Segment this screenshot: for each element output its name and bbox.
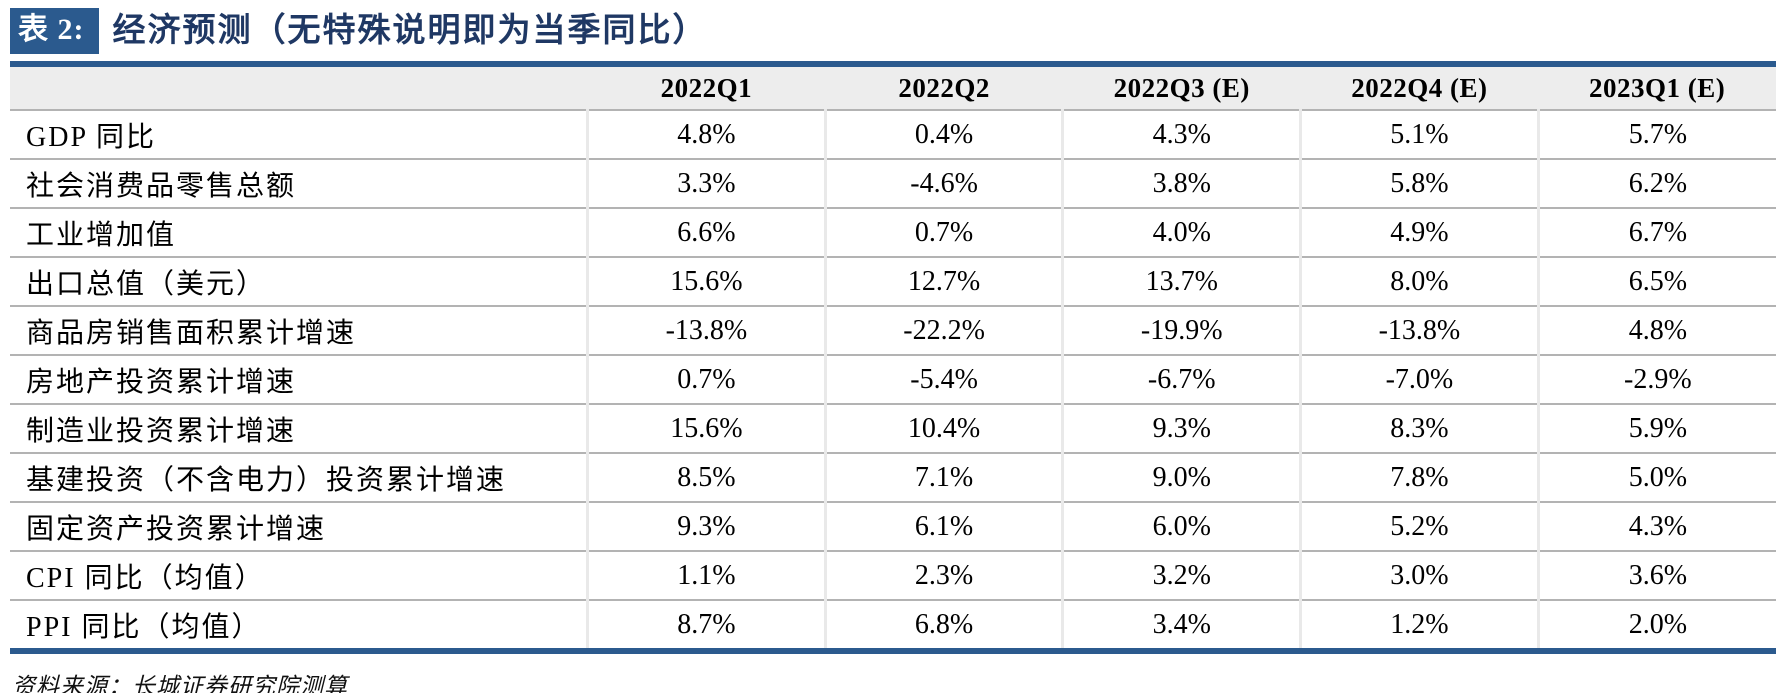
table-row: 房地产投资累计增速 0.7% -5.4% -6.7% -7.0% -2.9% — [10, 354, 1776, 404]
table-title-row: 表 2: 经济预测（无特殊说明即为当季同比） — [10, 8, 1776, 54]
value-cell: 10.4% — [823, 403, 1063, 453]
value-cell: -19.9% — [1061, 305, 1301, 355]
row-label-header — [10, 67, 588, 110]
value-cell: 3.4% — [1061, 599, 1301, 651]
value-cell: -22.2% — [823, 305, 1063, 355]
value-cell: 9.0% — [1061, 452, 1301, 502]
value-cell: 5.7% — [1536, 109, 1776, 159]
value-cell: -2.9% — [1536, 354, 1776, 404]
value-cell: 5.0% — [1536, 452, 1776, 502]
row-label: 出口总值（美元） — [10, 256, 588, 306]
row-label: 制造业投资累计增速 — [10, 403, 588, 453]
value-cell: 8.7% — [586, 599, 826, 651]
value-cell: 5.8% — [1299, 158, 1539, 208]
row-label: 工业增加值 — [10, 207, 588, 257]
row-label: 固定资产投资累计增速 — [10, 501, 588, 551]
value-cell: 4.9% — [1299, 207, 1539, 257]
value-cell: 6.0% — [1061, 501, 1301, 551]
source-note: 资料来源：长城证券研究院测算 — [12, 674, 348, 693]
value-cell: 8.5% — [586, 452, 826, 502]
value-cell: 15.6% — [586, 256, 826, 306]
row-label: CPI 同比（均值） — [10, 550, 588, 600]
value-cell: 7.1% — [823, 452, 1063, 502]
row-label: 商品房销售面积累计增速 — [10, 305, 588, 355]
table-row: 基建投资（不含电力）投资累计增速 8.5% 7.1% 9.0% 7.8% 5.0% — [10, 452, 1776, 502]
table-row: PPI 同比（均值） 8.7% 6.8% 3.4% 1.2% 2.0% — [10, 599, 1776, 651]
table-title: 经济预测（无特殊说明即为当季同比） — [112, 12, 708, 49]
value-cell: 1.2% — [1299, 599, 1539, 651]
value-cell: 4.3% — [1061, 109, 1301, 159]
value-cell: 6.5% — [1536, 256, 1776, 306]
value-cell: 3.6% — [1536, 550, 1776, 600]
table-row: 工业增加值 6.6% 0.7% 4.0% 4.9% 6.7% — [10, 207, 1776, 257]
value-cell: -4.6% — [823, 158, 1063, 208]
column-header: 2023Q1 (E) — [1538, 67, 1776, 110]
table-number-tag: 表 2: — [10, 8, 99, 54]
value-cell: 5.1% — [1299, 109, 1539, 159]
value-cell: 0.7% — [823, 207, 1063, 257]
row-label: PPI 同比（均值） — [10, 599, 588, 651]
value-cell: 13.7% — [1061, 256, 1301, 306]
value-cell: 3.3% — [586, 158, 826, 208]
value-cell: 8.3% — [1299, 403, 1539, 453]
row-label: 房地产投资累计增速 — [10, 354, 588, 404]
column-header: 2022Q3 (E) — [1062, 67, 1301, 110]
value-cell: 0.7% — [586, 354, 826, 404]
value-cell: 4.0% — [1061, 207, 1301, 257]
row-label: GDP 同比 — [10, 109, 588, 159]
table-header: 2022Q1 2022Q2 2022Q3 (E) 2022Q4 (E) 2023Q1 (… — [10, 67, 1776, 110]
value-cell: 6.6% — [586, 207, 826, 257]
value-cell: -13.8% — [586, 305, 826, 355]
value-cell: 3.8% — [1061, 158, 1301, 208]
value-cell: 1.1% — [586, 550, 826, 600]
value-cell: -6.7% — [1061, 354, 1301, 404]
value-cell: 8.0% — [1299, 256, 1539, 306]
value-cell: 3.0% — [1299, 550, 1539, 600]
value-cell: 6.2% — [1536, 158, 1776, 208]
value-cell: 4.8% — [1536, 305, 1776, 355]
value-cell: 15.6% — [586, 403, 826, 453]
title-divider-rule — [10, 61, 1776, 67]
value-cell: -13.8% — [1299, 305, 1539, 355]
value-cell: 5.2% — [1299, 501, 1539, 551]
row-label: 基建投资（不含电力）投资累计增速 — [10, 452, 588, 502]
value-cell: 12.7% — [823, 256, 1063, 306]
value-cell: 3.2% — [1061, 550, 1301, 600]
table-row: CPI 同比（均值） 1.1% 2.3% 3.2% 3.0% 3.6% — [10, 550, 1776, 600]
value-cell: 0.4% — [823, 109, 1063, 159]
value-cell: -5.4% — [823, 354, 1063, 404]
table-row: 固定资产投资累计增速 9.3% 6.1% 6.0% 5.2% 4.3% — [10, 501, 1776, 551]
economic-forecast-table: 2022Q1 2022Q2 2022Q3 (E) 2022Q4 (E) 2023Q1 (… — [10, 67, 1776, 654]
table-row: 商品房销售面积累计增速 -13.8% -22.2% -19.9% -13.8% 4.8% — [10, 305, 1776, 355]
value-cell: 6.7% — [1536, 207, 1776, 257]
table-header-row: 2022Q1 2022Q2 2022Q3 (E) 2022Q4 (E) 2023Q1 (… — [10, 67, 1776, 110]
value-cell: 9.3% — [1061, 403, 1301, 453]
value-cell: 6.1% — [823, 501, 1063, 551]
value-cell: 9.3% — [586, 501, 826, 551]
table-row: GDP 同比 4.8% 0.4% 4.3% 5.1% 5.7% — [10, 109, 1776, 159]
column-header: 2022Q1 — [587, 67, 826, 110]
table-row: 社会消费品零售总额 3.3% -4.6% 3.8% 5.8% 6.2% — [10, 158, 1776, 208]
value-cell: 2.0% — [1536, 599, 1776, 651]
row-label: 社会消费品零售总额 — [10, 158, 588, 208]
table-row: 制造业投资累计增速 15.6% 10.4% 9.3% 8.3% 5.9% — [10, 403, 1776, 453]
value-cell: 4.8% — [586, 109, 826, 159]
value-cell: -7.0% — [1299, 354, 1539, 404]
column-header: 2022Q2 — [825, 67, 1063, 110]
table-body: GDP 同比 4.8% 0.4% 4.3% 5.1% 5.7% 社会消费品零售总额 3.3% -… — [10, 109, 1776, 651]
value-cell: 2.3% — [823, 550, 1063, 600]
table-row: 出口总值（美元） 15.6% 12.7% 13.7% 8.0% 6.5% — [10, 256, 1776, 306]
value-cell: 4.3% — [1536, 501, 1776, 551]
value-cell: 6.8% — [823, 599, 1063, 651]
value-cell: 5.9% — [1536, 403, 1776, 453]
value-cell: 7.8% — [1299, 452, 1539, 502]
column-header: 2022Q4 (E) — [1300, 67, 1539, 110]
